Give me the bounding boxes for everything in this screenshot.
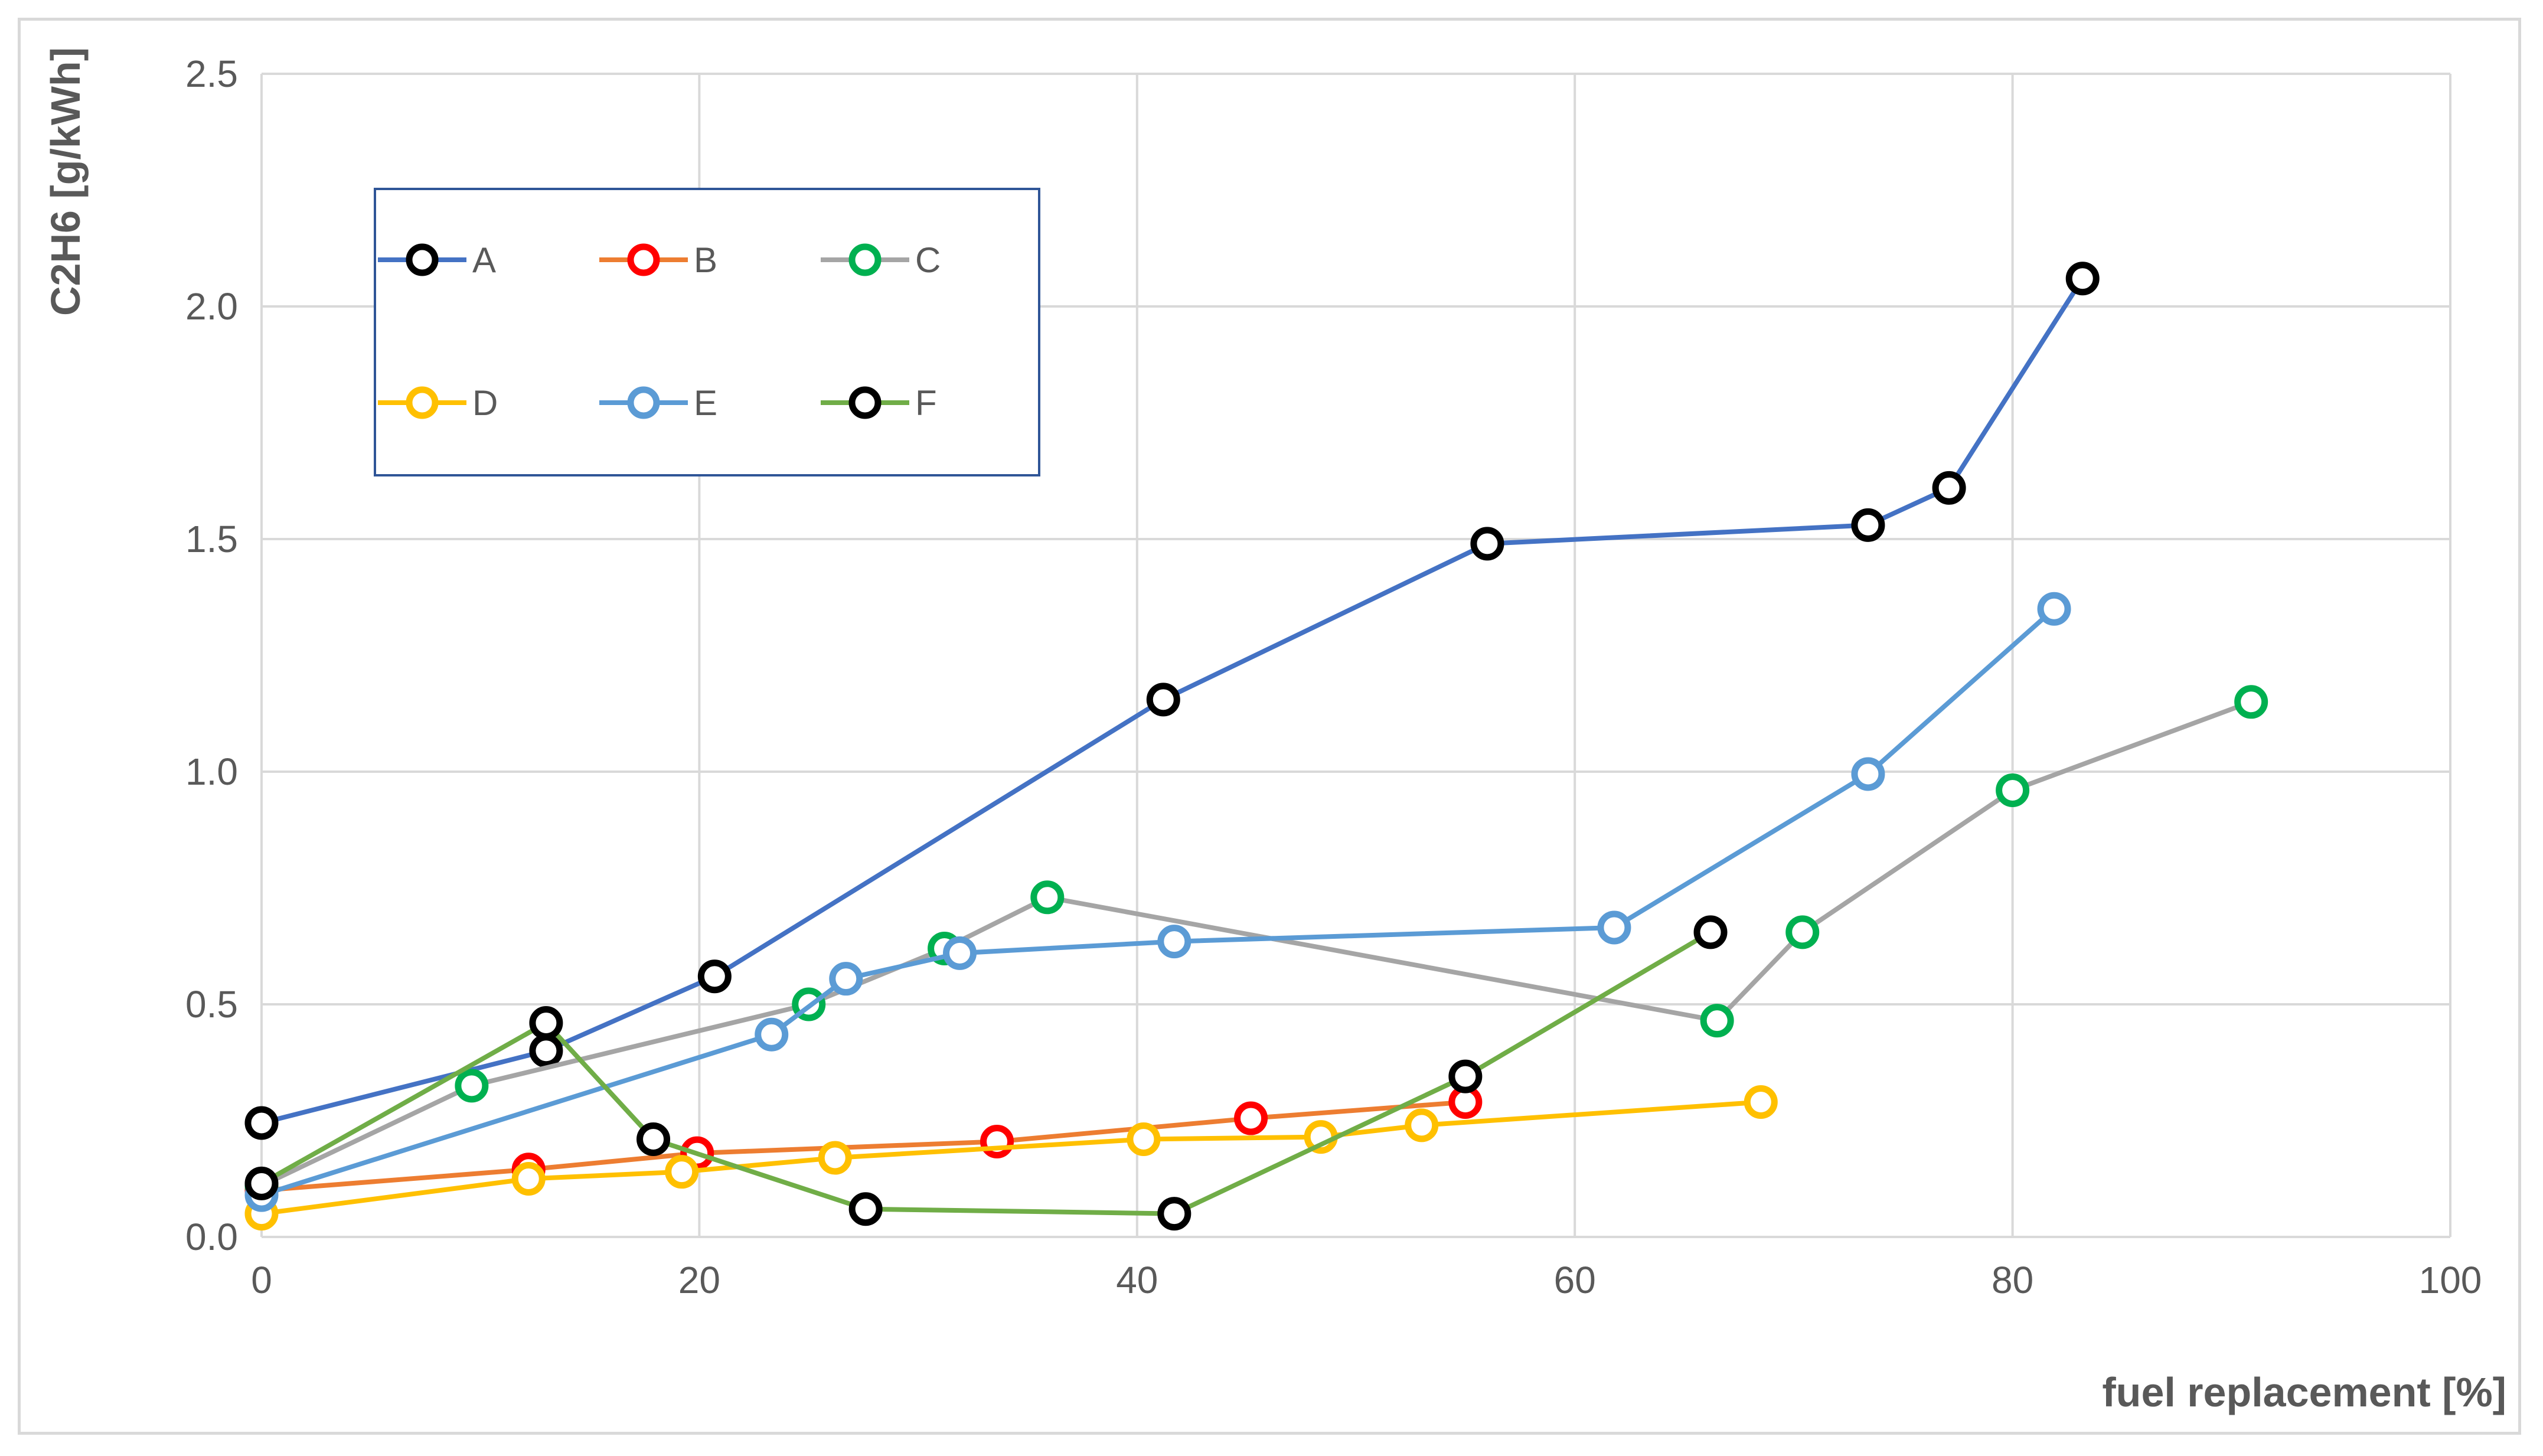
data-point-C — [1785, 915, 1820, 949]
legend-marker-C — [848, 243, 882, 276]
data-point-F — [529, 1006, 563, 1040]
data-point-D — [1405, 1108, 1439, 1142]
data-point-D — [511, 1162, 546, 1196]
x-axis-title: fuel replacement [%] — [2102, 1369, 2506, 1415]
data-point-E — [2037, 592, 2071, 626]
legend-marker-D — [406, 386, 439, 419]
data-point-B — [1234, 1101, 1268, 1135]
legend-entry-F: F — [821, 383, 937, 423]
legend-entry-E: E — [599, 383, 717, 423]
series-line-B — [259, 1099, 1468, 1193]
legend-entry-C: C — [821, 240, 941, 280]
legend-entry-A: A — [378, 240, 496, 280]
data-point-A — [2065, 262, 2100, 296]
y-tick-label: 1.5 — [185, 518, 238, 560]
y-tick-label: 0.5 — [185, 983, 238, 1026]
data-point-C — [2234, 685, 2268, 719]
data-point-E — [1157, 925, 1191, 959]
data-point-C — [1996, 773, 2030, 808]
data-point-D — [818, 1141, 852, 1175]
data-point-A — [697, 959, 732, 994]
data-point-A — [244, 1106, 279, 1140]
data-point-D — [1744, 1085, 1778, 1119]
legend-label-E: E — [694, 383, 717, 423]
data-point-F — [636, 1122, 671, 1157]
data-point-F — [1157, 1197, 1191, 1231]
series-E — [244, 592, 2071, 1212]
legend-marker-A — [406, 243, 439, 276]
data-point-E — [829, 962, 863, 996]
y-tick-label: 2.0 — [185, 285, 238, 328]
x-tick-label: 100 — [2419, 1259, 2482, 1301]
legend-marker-F — [848, 386, 882, 419]
data-point-F — [244, 1166, 279, 1200]
legend-label-A: A — [472, 240, 496, 280]
legend-entry-B: B — [599, 240, 717, 280]
legend-marker-B — [627, 243, 660, 276]
series-D — [244, 1085, 1778, 1231]
data-point-F — [848, 1192, 883, 1226]
series-line-D — [259, 1099, 1764, 1216]
data-point-E — [1597, 910, 1631, 945]
x-tick-label: 40 — [1116, 1259, 1158, 1301]
series-C — [244, 685, 2268, 1203]
data-point-A — [1146, 683, 1180, 717]
legend: A B C D E F — [374, 188, 1040, 476]
x-tick-label: 20 — [678, 1259, 720, 1301]
data-point-C — [455, 1069, 489, 1103]
y-tick-label: 0.0 — [185, 1216, 238, 1258]
x-tick-label: 80 — [1992, 1259, 2033, 1301]
legend-marker-E — [627, 386, 660, 419]
data-point-E — [1851, 757, 1885, 791]
series-F — [244, 915, 1728, 1231]
x-tick-label: 60 — [1554, 1259, 1596, 1301]
data-point-A — [529, 1034, 563, 1068]
data-point-E — [755, 1017, 789, 1052]
x-tick-label: 0 — [251, 1259, 272, 1301]
data-point-D — [1127, 1122, 1161, 1157]
data-point-A — [1470, 527, 1504, 561]
data-point-F — [1448, 1059, 1483, 1093]
legend-label-F: F — [915, 383, 937, 423]
data-point-C — [1030, 880, 1065, 915]
data-point-F — [1693, 915, 1728, 949]
legend-label-D: D — [472, 383, 498, 423]
y-axis-title: C2H6 [g/kWh] — [43, 47, 89, 316]
data-point-D — [665, 1155, 699, 1189]
series-layer — [244, 262, 2268, 1231]
legend-label-B: B — [694, 240, 717, 280]
legend-box — [374, 188, 1040, 476]
data-point-A — [1851, 508, 1885, 542]
data-point-A — [1932, 471, 1966, 505]
data-point-C — [1700, 1004, 1734, 1038]
data-point-B — [980, 1124, 1014, 1158]
data-point-E — [943, 936, 977, 970]
series-A — [244, 262, 2100, 1140]
legend-entry-D: D — [378, 383, 498, 423]
axes: 0 20 40 60 80 100 0.0 0.5 1.0 1.5 2.0 2.5 — [185, 53, 2482, 1301]
legend-label-C: C — [915, 240, 941, 280]
y-tick-label: 2.5 — [185, 53, 238, 95]
y-tick-label: 1.0 — [185, 750, 238, 793]
